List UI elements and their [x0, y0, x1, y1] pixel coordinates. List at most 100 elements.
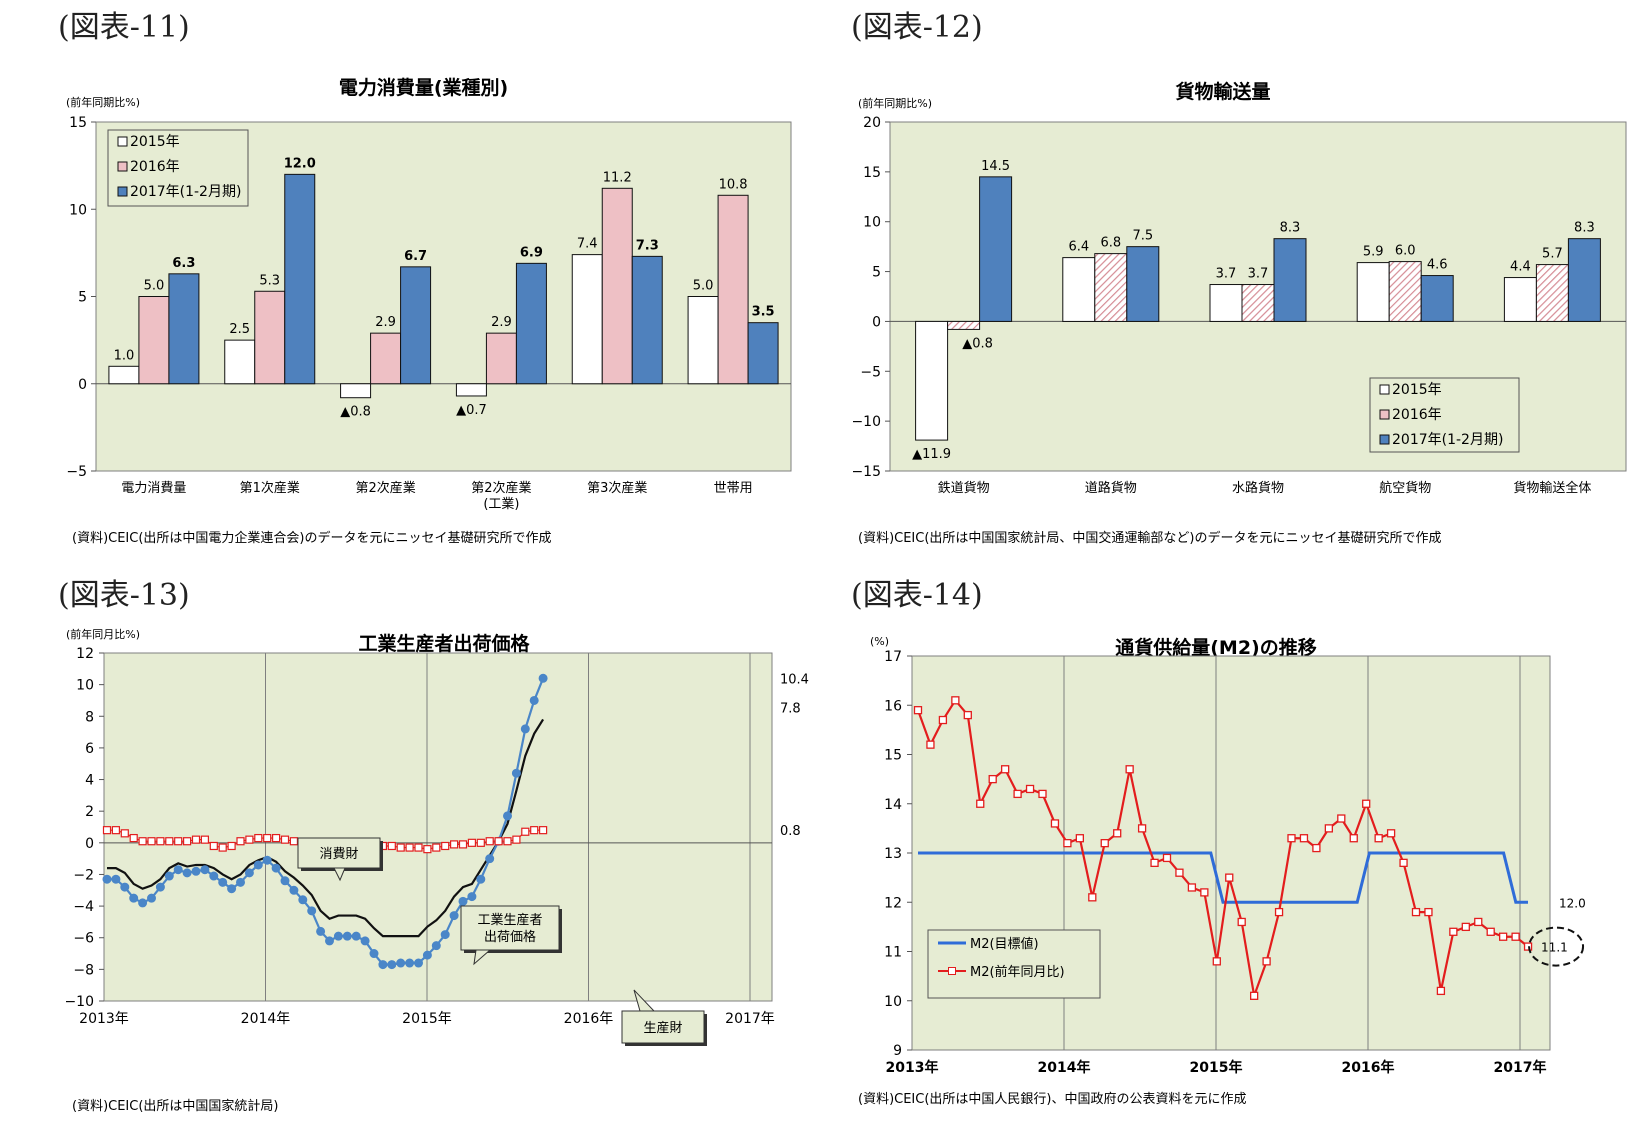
- bar-value-label: ▲0.8: [340, 405, 371, 420]
- bar-2015: [108, 365, 140, 385]
- marker-consumer-goods: [396, 843, 405, 852]
- bar-value-label: 3.5: [752, 305, 775, 320]
- figure-label-13: (図表-13): [58, 578, 190, 613]
- marker-producer-goods: [369, 949, 379, 959]
- marker-m2-yoy: [1212, 957, 1221, 966]
- marker-producer-goods: [218, 877, 228, 887]
- y-tick-label: 10: [76, 678, 94, 694]
- y-tick-label: −6: [73, 931, 94, 947]
- legend-label: M2(目標値): [970, 936, 1039, 952]
- bar-2016: [1241, 284, 1275, 322]
- marker-consumer-goods: [111, 826, 121, 835]
- marker-consumer-goods: [174, 837, 183, 846]
- legend-swatch: [1379, 384, 1390, 395]
- bar-2015: [915, 320, 949, 441]
- bar-2017: [400, 266, 432, 385]
- marker-producer-goods: [244, 868, 254, 878]
- legend-label: 2017年(1-2月期): [130, 184, 241, 200]
- y-tick-label: 16: [884, 698, 902, 714]
- category-label: 電力消費量: [121, 481, 186, 496]
- bar-value-label: 6.3: [172, 256, 195, 271]
- y-tick-label: 0: [85, 836, 94, 852]
- y-tick-label: 11: [884, 945, 902, 961]
- marker-producer-goods: [147, 893, 156, 903]
- marker-consumer-goods: [102, 826, 112, 835]
- end-label-producer-goods: 10.4: [780, 672, 809, 687]
- figure-label-14: (図表-14): [851, 578, 983, 613]
- bar-2017: [168, 273, 200, 385]
- marker-consumer-goods: [538, 826, 548, 835]
- callout-label: 生産財: [643, 1020, 682, 1036]
- marker-consumer-goods: [272, 833, 281, 843]
- bar-value-label: ▲0.7: [456, 403, 487, 418]
- bar-value-label: 3.7: [1248, 267, 1269, 282]
- x-tick-label: 2016年: [564, 1011, 614, 1027]
- legend-box: [927, 929, 1101, 999]
- marker-consumer-goods: [450, 840, 459, 849]
- marker-m2-yoy: [1324, 824, 1334, 833]
- marker-m2-yoy: [913, 706, 923, 715]
- legend-marker: [948, 967, 956, 975]
- category-label: 世帯用: [714, 481, 753, 496]
- legend-label: M2(前年同月比): [970, 964, 1065, 980]
- marker-consumer-goods: [209, 841, 218, 851]
- category-label: 貨物輸送全体: [1513, 480, 1591, 496]
- bar-2015: [224, 339, 256, 385]
- legend-label: 2015年: [1392, 382, 1442, 398]
- callout-label: 消費財: [319, 847, 358, 862]
- y-tick-label: 5: [872, 265, 881, 281]
- marker-producer-goods: [111, 874, 121, 884]
- category-label: 第2次産業: [471, 480, 531, 496]
- marker-consumer-goods: [191, 835, 201, 844]
- legend-label: 2017年(1-2月期): [1392, 432, 1503, 448]
- legend-label: 2015年: [130, 134, 180, 150]
- y-tick-label: 2: [85, 804, 94, 820]
- source-note: (資料)CEIC(出所は中国人民銀行)、中国政府の公表資料を元に作成: [858, 1092, 1247, 1107]
- marker-m2-yoy: [1088, 893, 1097, 902]
- marker-producer-goods: [138, 898, 148, 908]
- line-m2-target: [918, 851, 1528, 904]
- marker-m2-yoy: [1100, 838, 1109, 848]
- source-note: (資料)CEIC(出所は中国電力企業連合会)のデータを元にニッセイ基礎研究所で作…: [72, 530, 552, 546]
- marker-producer-goods: [280, 876, 290, 886]
- x-tick-label: 2014年: [241, 1011, 291, 1027]
- category-label: 道路貨物: [1085, 480, 1137, 496]
- bar-value-label: 2.5: [229, 322, 250, 337]
- y-tick-label: −8: [73, 962, 94, 978]
- bar-value-label: 4.4: [1510, 260, 1531, 275]
- marker-consumer-goods: [254, 833, 263, 843]
- highlight-circle: [1528, 926, 1585, 967]
- marker-producer-goods: [253, 860, 263, 870]
- marker-m2-yoy: [926, 740, 935, 749]
- marker-producer-goods: [298, 895, 308, 905]
- marker-producer-goods: [449, 911, 459, 921]
- bar-2016: [254, 290, 286, 385]
- marker-producer-goods: [529, 695, 539, 705]
- marker-producer-goods: [511, 768, 521, 778]
- marker-producer-goods: [200, 865, 210, 875]
- freight-transport-chart: 貨物輸送量 (前年同期比%) −15 −10 −5 0 5 10 15 20 鉄道貨物 ▲11.9 ▲0…: [851, 80, 1627, 546]
- bar-value-label: 6.0: [1395, 244, 1416, 259]
- line-ppi-overall: [107, 718, 545, 938]
- marker-consumer-goods: [129, 833, 138, 843]
- marker-m2-yoy: [1362, 799, 1371, 808]
- bar-value-label: 5.7: [1542, 247, 1563, 262]
- bar-value-label: 2.9: [375, 315, 396, 330]
- chart-title: 貨物輸送量: [1175, 80, 1270, 103]
- source-note: (資料)CEIC(出所は中国国家統計局、中国交通運輸部など)のデータを元にニッセ…: [858, 530, 1442, 546]
- marker-m2-yoy: [988, 774, 997, 784]
- bar-2016: [717, 194, 749, 385]
- bar-value-label: 6.4: [1068, 240, 1089, 255]
- marker-producer-goods: [476, 874, 486, 884]
- electricity-consumption-chart: 電力消費量(業種別) (前年同期比%) −5 0 5 10 15 電力消費量 1.0 5.0 6.3…: [66, 76, 792, 546]
- marker-consumer-goods: [156, 837, 165, 846]
- bar-value-label: 4.6: [1427, 258, 1448, 273]
- marker-producer-goods: [414, 958, 423, 968]
- marker-producer-goods: [307, 906, 317, 916]
- marker-m2-yoy: [1025, 784, 1035, 794]
- marker-consumer-goods: [485, 837, 494, 846]
- x-tick-label: 2017年: [725, 1011, 775, 1027]
- chart-title: 電力消費量(業種別): [339, 76, 508, 99]
- marker-producer-goods: [422, 950, 432, 960]
- legend-box: [107, 129, 249, 207]
